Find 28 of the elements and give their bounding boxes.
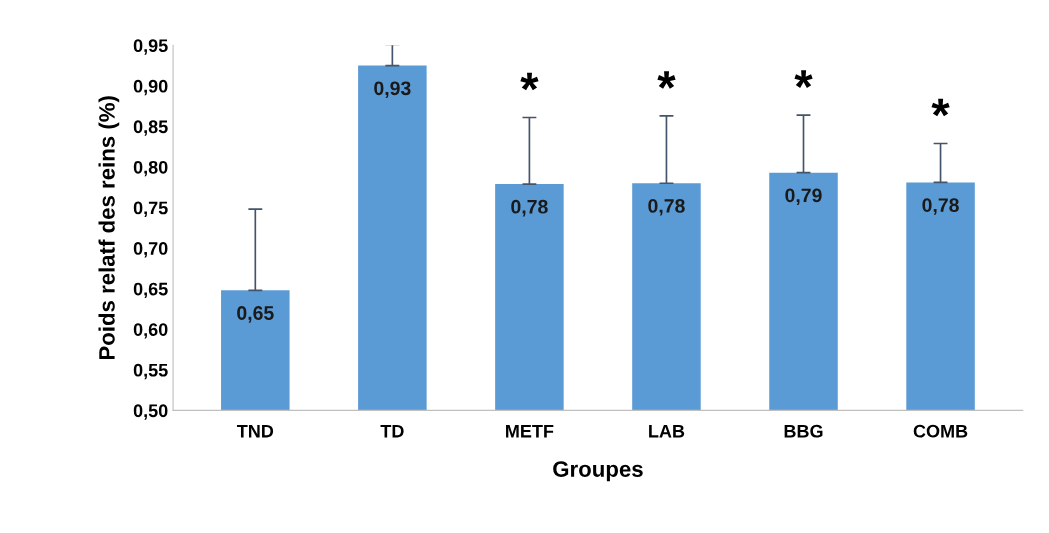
- data-label: 0,65: [237, 306, 274, 323]
- x-tick-label: BBG: [784, 424, 823, 438]
- data-label: 0,93: [374, 81, 411, 98]
- y-tick-label: 0,70: [133, 242, 168, 258]
- y-axis-title: Poids relatf des reins (%): [98, 96, 120, 360]
- y-tick-label: 0,85: [133, 120, 168, 136]
- x-tick-label: TD: [380, 424, 404, 438]
- x-tick-label: COMB: [913, 424, 968, 438]
- x-tick-label: LAB: [649, 424, 685, 438]
- y-tick-label: 0,65: [133, 282, 168, 299]
- x-tick-label: TND: [236, 424, 274, 438]
- x-axis-title: Groupes: [553, 461, 643, 482]
- annotation: *: [931, 98, 950, 117]
- y-tick-label: 0,75: [133, 201, 168, 217]
- y-tick-label: 0,80: [133, 160, 168, 177]
- annotation: *: [794, 70, 813, 88]
- y-tick-label: 0,50: [133, 404, 168, 420]
- annotation: *: [657, 71, 676, 89]
- data-label: 0,79: [785, 188, 822, 206]
- data-label: 0,78: [511, 199, 548, 217]
- data-label: 0,78: [922, 198, 959, 215]
- y-tick-label: 0,60: [133, 323, 168, 339]
- x-tick-label: METF: [506, 424, 554, 438]
- y-tick-label: 0,95: [133, 39, 168, 55]
- data-label: 0,78: [648, 199, 685, 216]
- y-tick-label: 0,90: [133, 79, 168, 96]
- y-tick-label: 0,55: [133, 363, 168, 380]
- annotation: *: [520, 72, 539, 91]
